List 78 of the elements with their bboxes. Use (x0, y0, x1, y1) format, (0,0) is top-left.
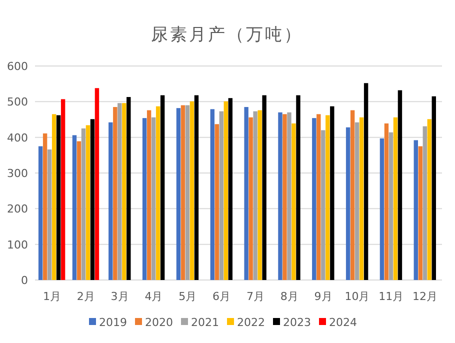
x-tick-label: 8月 (280, 290, 298, 303)
bar (422, 126, 427, 280)
y-tick-label: 400 (7, 131, 28, 144)
bar (244, 107, 248, 280)
bar (321, 130, 326, 280)
bar (418, 146, 422, 280)
bar (296, 95, 300, 280)
y-tick-label: 0 (21, 274, 28, 287)
y-tick-label: 500 (7, 96, 28, 109)
x-tick-label: 1月 (42, 290, 61, 303)
bar (60, 99, 66, 280)
bar (113, 107, 118, 280)
bar (156, 106, 160, 280)
bar (214, 124, 219, 280)
legend-label: 2024 (329, 316, 357, 329)
legend-label: 2021 (191, 316, 219, 329)
bar (142, 118, 147, 280)
x-tick-label: 3月 (110, 290, 129, 303)
y-tick-label: 600 (7, 60, 28, 73)
legend-label: 2019 (99, 316, 127, 329)
bar (393, 117, 398, 280)
x-tick-label: 5月 (178, 290, 197, 303)
bar (346, 127, 350, 280)
bar (126, 97, 131, 280)
x-tick-label: 11月 (378, 290, 404, 303)
x-tick-label: 10月 (344, 290, 370, 303)
bar (359, 117, 364, 280)
bar (219, 111, 224, 280)
bar (94, 88, 100, 280)
bar (380, 138, 384, 280)
bar (190, 101, 194, 280)
bar (262, 95, 266, 280)
bar (432, 96, 436, 280)
x-tick-label: 12月 (412, 290, 438, 303)
bar (278, 112, 282, 280)
x-tick-label: 7月 (246, 290, 264, 303)
y-tick-label: 300 (7, 167, 28, 180)
bar (312, 118, 316, 280)
bar (350, 110, 355, 280)
bar (427, 119, 432, 280)
bar (108, 122, 113, 280)
x-tick-label: 9月 (314, 290, 332, 303)
chart-title: 尿素月产（万吨） (151, 25, 303, 45)
bar (316, 114, 321, 280)
legend-label: 2020 (145, 316, 173, 329)
x-tick-label: 4月 (144, 290, 163, 303)
bar (228, 98, 232, 280)
legend-label: 2023 (283, 316, 311, 329)
bar (248, 117, 253, 280)
bar (326, 115, 330, 280)
bar (160, 95, 165, 280)
bar (364, 83, 368, 280)
y-tick-label: 100 (7, 238, 28, 252)
bar (292, 123, 296, 280)
bar (282, 114, 287, 280)
bar (258, 110, 262, 280)
bar (253, 111, 258, 280)
x-tick-label: 6月 (212, 290, 231, 303)
bar (354, 122, 360, 280)
x-tick-label: 2月 (76, 290, 95, 303)
bar (118, 103, 122, 280)
bar (185, 105, 190, 280)
y-tick-label: 200 (7, 202, 28, 216)
bar (388, 132, 394, 280)
bar (224, 101, 228, 280)
bar (287, 112, 292, 280)
bar (122, 103, 126, 280)
bar (414, 140, 418, 280)
bar (176, 108, 181, 280)
bar (330, 106, 334, 280)
legend-label: 2022 (237, 316, 265, 329)
bar (210, 109, 214, 280)
bar (384, 123, 389, 280)
bar (398, 90, 402, 280)
bar (146, 110, 152, 280)
bar (151, 117, 156, 280)
bar (180, 105, 186, 280)
bar (194, 95, 199, 280)
